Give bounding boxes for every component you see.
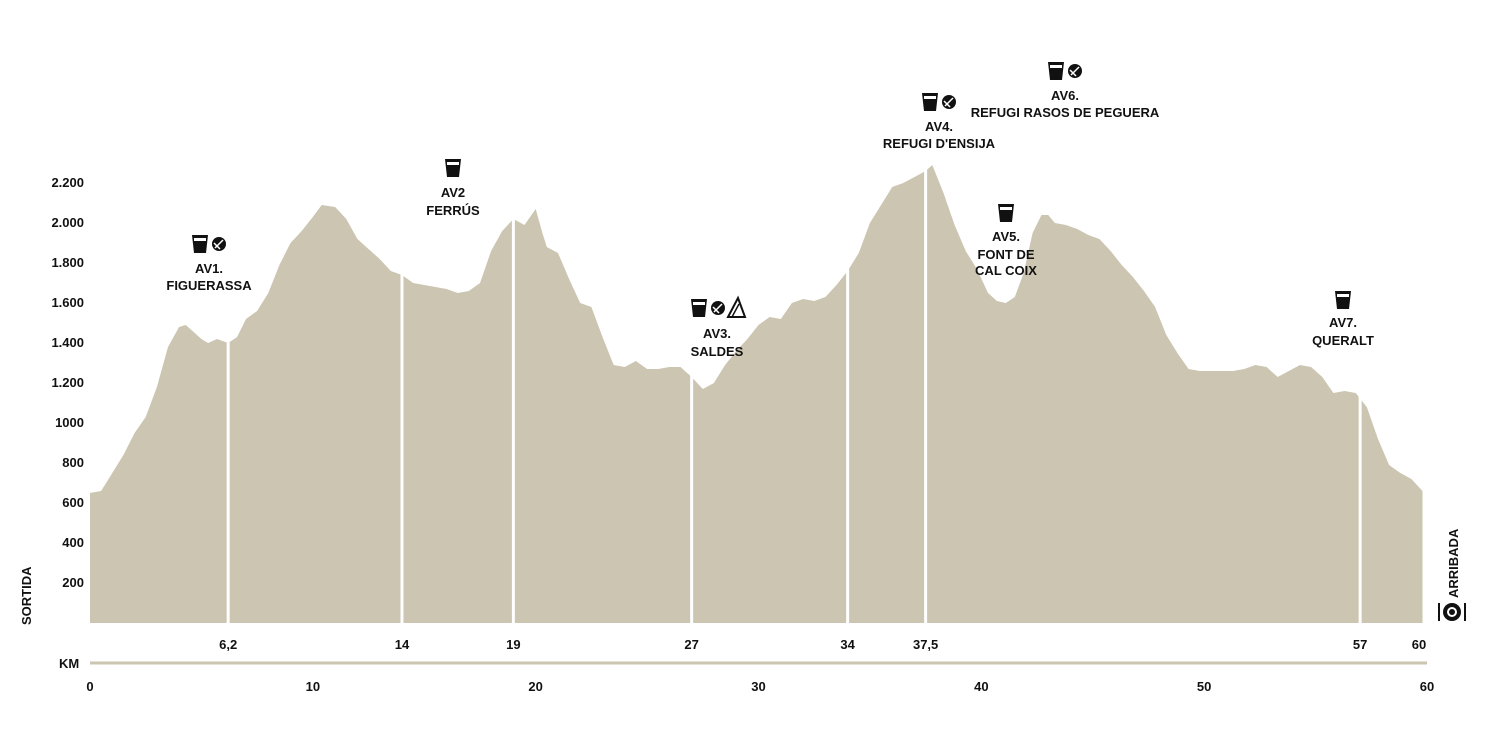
aid-station-label: AV4. REFUGI D'ENSIJA (883, 93, 996, 151)
x-tick-label: 10 (306, 679, 320, 694)
aid-station-name-line: AV7. (1329, 315, 1357, 330)
aid-station-name-line: QUERALT (1312, 333, 1374, 348)
x-axis-title: KM (59, 656, 79, 671)
aid-station-label: AV2 FERRÚS (426, 159, 480, 218)
aid-station-name-line: REFUGI RASOS DE PEGUERA (971, 105, 1160, 120)
drink-icon (1335, 291, 1351, 309)
y-tick-label: 1.600 (51, 295, 84, 310)
aid-station-name-line: FERRÚS (426, 203, 480, 218)
station-km-label: 14 (395, 637, 410, 652)
end-label: ARRIBADA (1446, 528, 1461, 598)
x-axis: 0 10 20 30 40 50 60 (86, 661, 1434, 694)
aid-station-name-line: AV4. (925, 119, 953, 134)
aid-station-label: AV7. QUERALT (1312, 291, 1374, 348)
y-tick-label: 200 (62, 575, 84, 590)
aid-station-name-line: SALDES (691, 344, 744, 359)
x-tick-label: 40 (974, 679, 988, 694)
aid-station-name-line: AV2 (441, 185, 465, 200)
y-axis: 200 400 600 800 1000 1.200 1.400 1.600 1.800 2.00… (51, 175, 84, 590)
drink-icon (691, 299, 707, 317)
aid-station-name-line: AV1. (195, 261, 223, 276)
y-tick-label: 1.200 (51, 375, 84, 390)
station-km-label: 19 (506, 637, 520, 652)
y-tick-label: 2.000 (51, 215, 84, 230)
y-tick-label: 1.800 (51, 255, 84, 270)
y-tick-label: 400 (62, 535, 84, 550)
x-tick-label: 0 (86, 679, 93, 694)
aid-station-name-line: AV3. (703, 326, 731, 341)
x-tick-label: 50 (1197, 679, 1211, 694)
finish-meal-icon (1438, 603, 1466, 621)
station-km-label: 27 (684, 637, 698, 652)
x-tick-label: 30 (751, 679, 765, 694)
elevation-area (90, 165, 1423, 623)
station-km-labels: 6,2 14 19 27 34 37,5 57 60 (219, 637, 1426, 652)
x-tick-label: 60 (1420, 679, 1434, 694)
drink-icon (445, 159, 461, 177)
fruit-icon (711, 301, 725, 315)
fruit-icon (942, 95, 956, 109)
y-tick-label: 800 (62, 455, 84, 470)
aid-station-label: AV6. REFUGI RASOS DE PEGUERA (971, 62, 1160, 120)
station-km-label: 37,5 (913, 637, 938, 652)
aid-station-name-line: AV5. (992, 229, 1020, 244)
start-label: SORTIDA (19, 566, 34, 625)
station-km-label: 57 (1353, 637, 1367, 652)
aid-station-labels: AV1. FIGUERASSA AV2 FERRÚS AV3. SALDES AV4. REF… (166, 62, 1374, 359)
aid-station-name-line: REFUGI D'ENSIJA (883, 136, 996, 151)
aid-station-label: AV1. FIGUERASSA (166, 235, 252, 293)
drink-icon (922, 93, 938, 111)
aid-station-name-line: AV6. (1051, 88, 1079, 103)
aid-station-name-line: CAL COIX (975, 263, 1037, 278)
drink-icon (1048, 62, 1064, 80)
drink-icon (998, 204, 1014, 222)
y-tick-label: 1000 (55, 415, 84, 430)
y-tick-label: 600 (62, 495, 84, 510)
station-km-label: 6,2 (219, 637, 237, 652)
aid-station-name-line: FIGUERASSA (166, 278, 252, 293)
fruit-icon (1068, 64, 1082, 78)
x-tick-label: 20 (528, 679, 542, 694)
y-tick-label: 2.200 (51, 175, 84, 190)
aid-station-label: AV3. SALDES (691, 295, 747, 359)
fruit-icon (212, 237, 226, 251)
station-km-label: 34 (840, 637, 855, 652)
sandwich-icon (726, 295, 747, 318)
drink-icon (192, 235, 208, 253)
aid-station-name-line: FONT DE (977, 247, 1034, 262)
elevation-area-layer (90, 165, 1423, 623)
station-km-label: 60 (1412, 637, 1426, 652)
station-lines-layer (226, 169, 1362, 623)
y-tick-label: 1.400 (51, 335, 84, 350)
